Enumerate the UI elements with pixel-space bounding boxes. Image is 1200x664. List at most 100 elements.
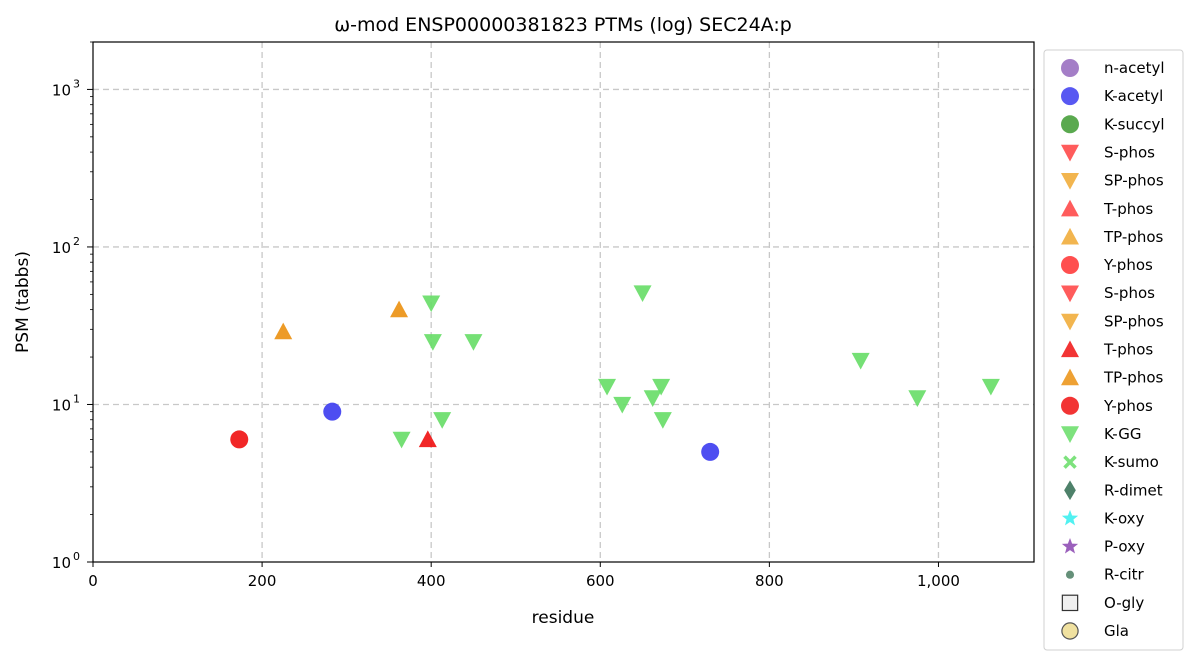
legend-item: Y-phos (1061, 256, 1153, 275)
data-point-k-gg (981, 378, 1000, 396)
legend: n-acetyl K-acetyl K-succyl S-phos SP-phos T-p… (1043, 49, 1184, 651)
data-point-y-phos (230, 430, 249, 449)
data-point-k-gg (423, 334, 442, 351)
legend-marker (1064, 480, 1076, 501)
legend-item: TP-phos (1061, 368, 1163, 387)
x-tick-label: 400 (417, 572, 446, 590)
legend-item: R-citr (1065, 566, 1145, 584)
legend-marker (1063, 455, 1077, 469)
legend-item: TP-phos (1061, 227, 1163, 246)
data-point-k-gg (643, 390, 662, 407)
plot-frame (92, 41, 1035, 563)
data-point-tp-phos (390, 300, 409, 318)
x-tick-label: 0 (88, 572, 98, 590)
legend-marker (1061, 285, 1079, 303)
y-tick-label: 10 (52, 396, 71, 414)
y-tick-exponent: 1 (73, 392, 80, 405)
legend-label: K-oxy (1104, 509, 1145, 527)
legend-item: SP-phos (1061, 312, 1164, 331)
legend-item: Y-phos (1061, 396, 1153, 415)
grid-lines (93, 42, 1034, 562)
data-point-tp-phos (274, 322, 293, 340)
legend-label: TP-phos (1103, 369, 1163, 387)
legend-item: K-succyl (1061, 115, 1165, 134)
legend-marker (1061, 199, 1079, 217)
y-tick-exponent: 0 (73, 550, 80, 563)
x-axis-label: residue (532, 608, 595, 628)
legend-label: K-succyl (1104, 115, 1165, 133)
legend-item: K-oxy (1061, 509, 1145, 527)
legend-marker (1061, 313, 1079, 331)
legend-marker (1061, 340, 1079, 358)
legend-label: T-phos (1103, 341, 1153, 359)
legend-marker (1061, 594, 1079, 612)
legend-item: n-acetyl (1061, 59, 1165, 77)
data-point-k-gg (653, 412, 672, 429)
legend-marker (1061, 59, 1079, 77)
legend-label: n-acetyl (1104, 59, 1165, 77)
legend-item: K-sumo (1063, 453, 1159, 471)
legend-label: R-dimet (1104, 481, 1163, 499)
legend-frame (1043, 49, 1184, 651)
legend-item: Gla (1061, 622, 1129, 640)
y-axis-label: PSM (tabbs) (13, 251, 33, 353)
legend-label: K-GG (1104, 425, 1141, 443)
legend-label: K-sumo (1104, 453, 1159, 471)
data-point-k-gg (433, 412, 452, 429)
legend-marker (1061, 426, 1079, 443)
legend-marker (1061, 538, 1079, 554)
legend-marker (1061, 87, 1079, 106)
legend-label: K-acetyl (1104, 87, 1163, 105)
legend-item: O-gly (1061, 594, 1144, 612)
legend-marker (1061, 144, 1079, 162)
data-point-k-acetyl (323, 402, 342, 421)
legend-marker (1061, 172, 1079, 190)
legend-label: S-phos (1104, 284, 1155, 302)
data-point-k-gg (464, 334, 483, 351)
data-point-k-gg (613, 396, 632, 414)
legend-item: K-acetyl (1061, 87, 1163, 106)
legend-label: P-oxy (1104, 538, 1145, 556)
legend-marker (1061, 396, 1079, 415)
legend-marker (1061, 622, 1079, 640)
legend-label: SP-phos (1104, 172, 1164, 190)
y-tick-label: 10 (52, 81, 71, 99)
data-point-k-gg (633, 285, 652, 303)
legend-item: T-phos (1061, 340, 1153, 359)
data-point-k-gg (908, 390, 927, 407)
legend-marker (1065, 570, 1075, 579)
legend-label: R-citr (1104, 566, 1145, 584)
legend-item: S-phos (1061, 143, 1155, 162)
legend-label: T-phos (1103, 200, 1153, 218)
x-tick-label: 800 (755, 572, 784, 590)
legend-marker (1061, 115, 1079, 134)
legend-item: K-GG (1061, 425, 1141, 443)
y-tick-exponent: 2 (73, 235, 80, 248)
legend-label: Y-phos (1103, 397, 1153, 415)
data-point-k-gg (851, 352, 870, 370)
y-tick-exponent: 3 (73, 77, 80, 90)
legend-marker (1061, 509, 1079, 526)
legend-label: TP-phos (1103, 228, 1163, 246)
y-tick-label: 10 (52, 554, 71, 572)
y-tick-label: 10 (52, 239, 71, 257)
legend-marker (1061, 227, 1079, 245)
chart-title: ω-mod ENSP00000381823 PTMs (log) SEC24A:… (334, 14, 792, 36)
legend-label: S-phos (1104, 143, 1155, 161)
data-point-k-gg (392, 431, 411, 449)
x-tick-label: 1,000 (917, 572, 960, 590)
legend-label: Y-phos (1103, 256, 1153, 274)
data-points (230, 285, 1000, 461)
data-point-k-gg (598, 378, 617, 396)
legend-label: SP-phos (1104, 312, 1164, 330)
legend-item: R-dimet (1064, 480, 1163, 501)
data-point-t-phos (418, 430, 437, 448)
data-point-k-gg (652, 378, 671, 396)
x-tick-label: 200 (248, 572, 277, 590)
legend-item: S-phos (1061, 284, 1155, 303)
x-tick-label: 600 (586, 572, 615, 590)
legend-item: SP-phos (1061, 172, 1164, 190)
